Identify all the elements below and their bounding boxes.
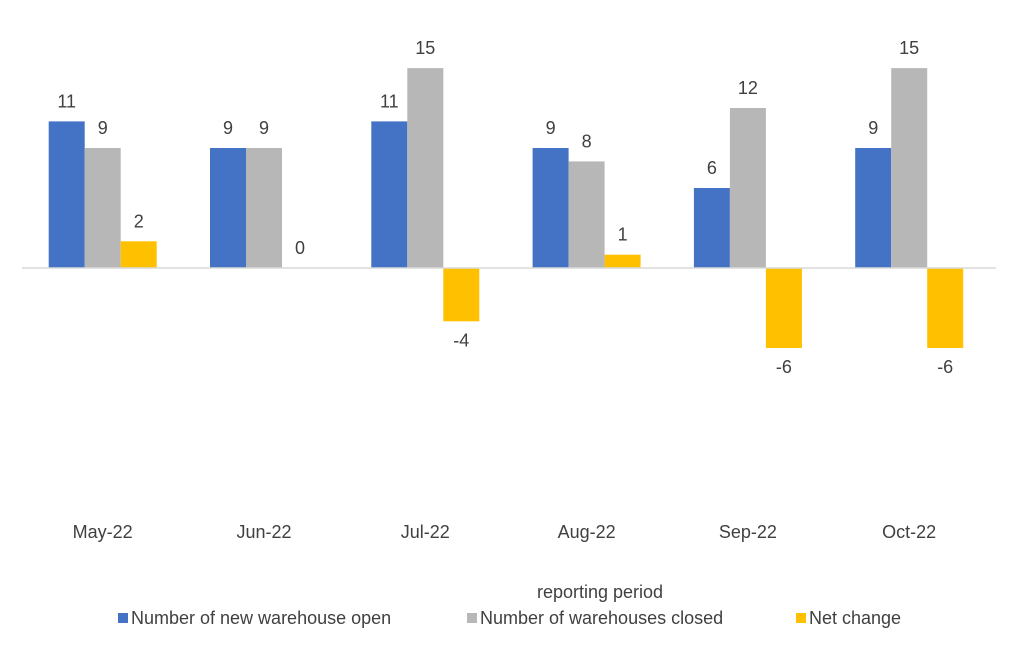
legend-item-number-of-warehouses-closed: Number of warehouses closed: [467, 608, 723, 628]
legend-swatch-number-of-warehouses-closed: [467, 613, 477, 623]
data-label-number-of-warehouses-closed-oct-22: 15: [899, 38, 919, 58]
bar-net-change-oct-22: [927, 268, 964, 348]
x-tick-aug-22: Aug-22: [558, 522, 616, 542]
bar-number-of-new-warehouse-open-sep-22: [693, 188, 730, 268]
x-tick-sep-22: Sep-22: [719, 522, 777, 542]
data-label-number-of-new-warehouse-open-jul-22: 11: [380, 91, 399, 111]
bar-number-of-new-warehouse-open-jun-22: [210, 148, 246, 268]
bar-number-of-warehouses-closed-jun-22: [246, 148, 282, 268]
data-labels-layer: 11 9 2 9 9 0 11 15 -4 9 8 1 6 12 -6 9 15 -6: [57, 38, 953, 377]
bar-number-of-warehouses-closed-aug-22: [568, 161, 605, 268]
bar-number-of-warehouses-closed-sep-22: [729, 108, 766, 268]
legend-label-number-of-new-warehouse-open: Number of new warehouse open: [131, 608, 391, 628]
data-label-number-of-new-warehouse-open-oct-22: 9: [868, 118, 878, 138]
bar-net-change-jul-22: [443, 268, 480, 322]
data-label-net-change-oct-22: -6: [937, 357, 953, 377]
x-tick-jul-22: Jul-22: [401, 522, 450, 542]
data-label-net-change-jul-22: -4: [453, 330, 469, 350]
data-label-number-of-warehouses-closed-may-22: 9: [98, 118, 108, 138]
legend-swatch-number-of-new-warehouse-open: [118, 613, 128, 623]
bars-layer: [48, 68, 964, 348]
bar-number-of-new-warehouse-open-oct-22: [855, 148, 892, 268]
data-label-number-of-new-warehouse-open-may-22: 11: [57, 91, 76, 111]
data-label-net-change-aug-22: 1: [618, 225, 628, 245]
x-tick-oct-22: Oct-22: [882, 522, 936, 542]
data-label-net-change-sep-22: -6: [776, 357, 792, 377]
bar-net-change-may-22: [120, 241, 157, 268]
bar-number-of-new-warehouse-open-jul-22: [371, 121, 408, 269]
legend-label-net-change: Net change: [809, 608, 901, 628]
data-label-number-of-new-warehouse-open-aug-22: 9: [546, 118, 556, 138]
bar-number-of-warehouses-closed-jul-22: [407, 68, 444, 268]
data-label-number-of-warehouses-closed-jun-22: 9: [259, 118, 269, 138]
bar-net-change-sep-22: [765, 268, 802, 348]
data-label-number-of-new-warehouse-open-jun-22: 9: [223, 118, 233, 138]
data-label-number-of-warehouses-closed-sep-22: 12: [738, 78, 758, 98]
data-label-net-change-may-22: 2: [134, 211, 144, 231]
data-label-net-change-jun-22: 0: [295, 238, 305, 258]
bar-number-of-new-warehouse-open-aug-22: [532, 148, 569, 268]
bar-net-change-aug-22: [604, 254, 641, 268]
data-label-number-of-warehouses-closed-jul-22: 15: [415, 38, 435, 58]
bar-number-of-warehouses-closed-may-22: [84, 148, 121, 268]
x-tick-labels: May-22 Jun-22 Jul-22 Aug-22 Sep-22 Oct-22: [73, 522, 937, 542]
legend-label-number-of-warehouses-closed: Number of warehouses closed: [480, 608, 723, 628]
bar-number-of-new-warehouse-open-may-22: [48, 121, 85, 269]
x-tick-jun-22: Jun-22: [236, 522, 291, 542]
legend-item-number-of-new-warehouse-open: Number of new warehouse open: [118, 608, 391, 628]
legend: Number of new warehouse open Number of wa…: [118, 608, 901, 628]
legend-item-net-change: Net change: [796, 608, 901, 628]
data-label-number-of-new-warehouse-open-sep-22: 6: [707, 158, 717, 178]
x-axis-title: reporting period: [537, 582, 663, 602]
bar-number-of-warehouses-closed-oct-22: [891, 68, 928, 268]
x-tick-may-22: May-22: [73, 522, 133, 542]
legend-swatch-net-change: [796, 613, 806, 623]
data-label-number-of-warehouses-closed-aug-22: 8: [582, 131, 592, 151]
